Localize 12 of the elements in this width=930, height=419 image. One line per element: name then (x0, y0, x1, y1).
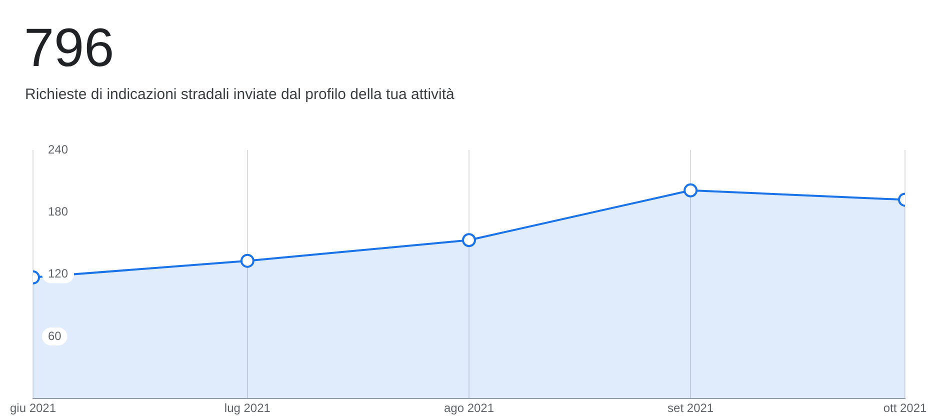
y-tick-label: 240 (48, 142, 68, 156)
x-tick-label: giu 2021 (10, 401, 56, 416)
y-tick-label: 120 (48, 266, 68, 281)
point (462, 233, 476, 248)
y-tick-label: 180 (48, 204, 68, 218)
chart-title: 796 (24, 18, 114, 78)
x-tick-label: lug 2021 (224, 401, 271, 416)
x-tick-label: set 2021 (668, 401, 714, 416)
x-tick-label: ott 2021 (883, 401, 928, 416)
chart-subtitle: Richieste di indicazioni stradali inviate dal profilo della tua attività (25, 86, 454, 103)
y-tick-label: 60 (48, 328, 62, 343)
x-tick-label: ago 2021 (444, 401, 494, 416)
